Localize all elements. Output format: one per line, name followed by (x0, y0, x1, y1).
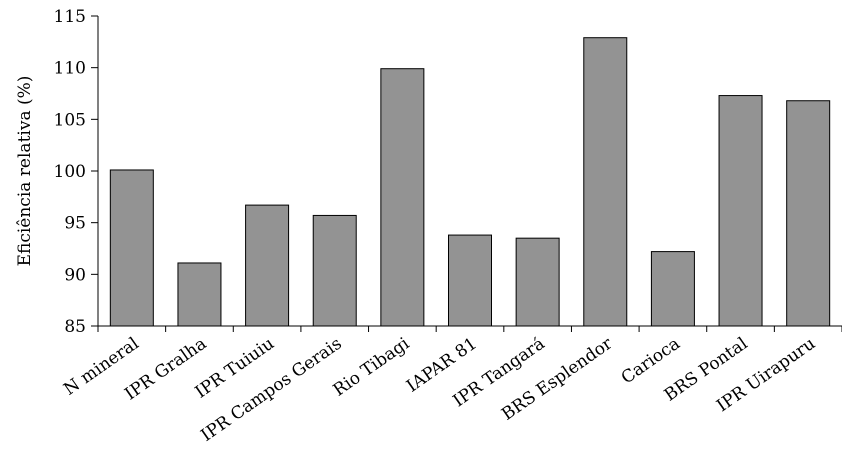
y-axis-title: Eficiência relativa (%) (15, 76, 35, 267)
y-tick-label: 115 (54, 7, 86, 27)
bars (109, 37, 831, 327)
y-tick-label: 95 (64, 214, 86, 234)
bar (650, 251, 695, 327)
x-tick-label: BRS Esplendor (498, 333, 617, 424)
bar (786, 100, 831, 327)
bar (718, 95, 763, 327)
y-axis: 85 90 95 100 105 110 115 (54, 7, 99, 337)
y-tick-label: 100 (54, 162, 86, 182)
bar (109, 169, 154, 327)
bar (177, 262, 222, 327)
bar (245, 204, 290, 327)
x-tick-label: Rio Tibagi (330, 333, 414, 400)
y-tick-label: 85 (64, 317, 86, 337)
y-tick-label: 105 (54, 110, 86, 130)
bar (448, 234, 492, 327)
bar (583, 37, 628, 327)
y-tick-label: 90 (64, 265, 86, 285)
bar (380, 68, 425, 327)
bar (312, 214, 357, 327)
y-tick-label: 110 (54, 59, 86, 79)
bar (515, 237, 560, 327)
